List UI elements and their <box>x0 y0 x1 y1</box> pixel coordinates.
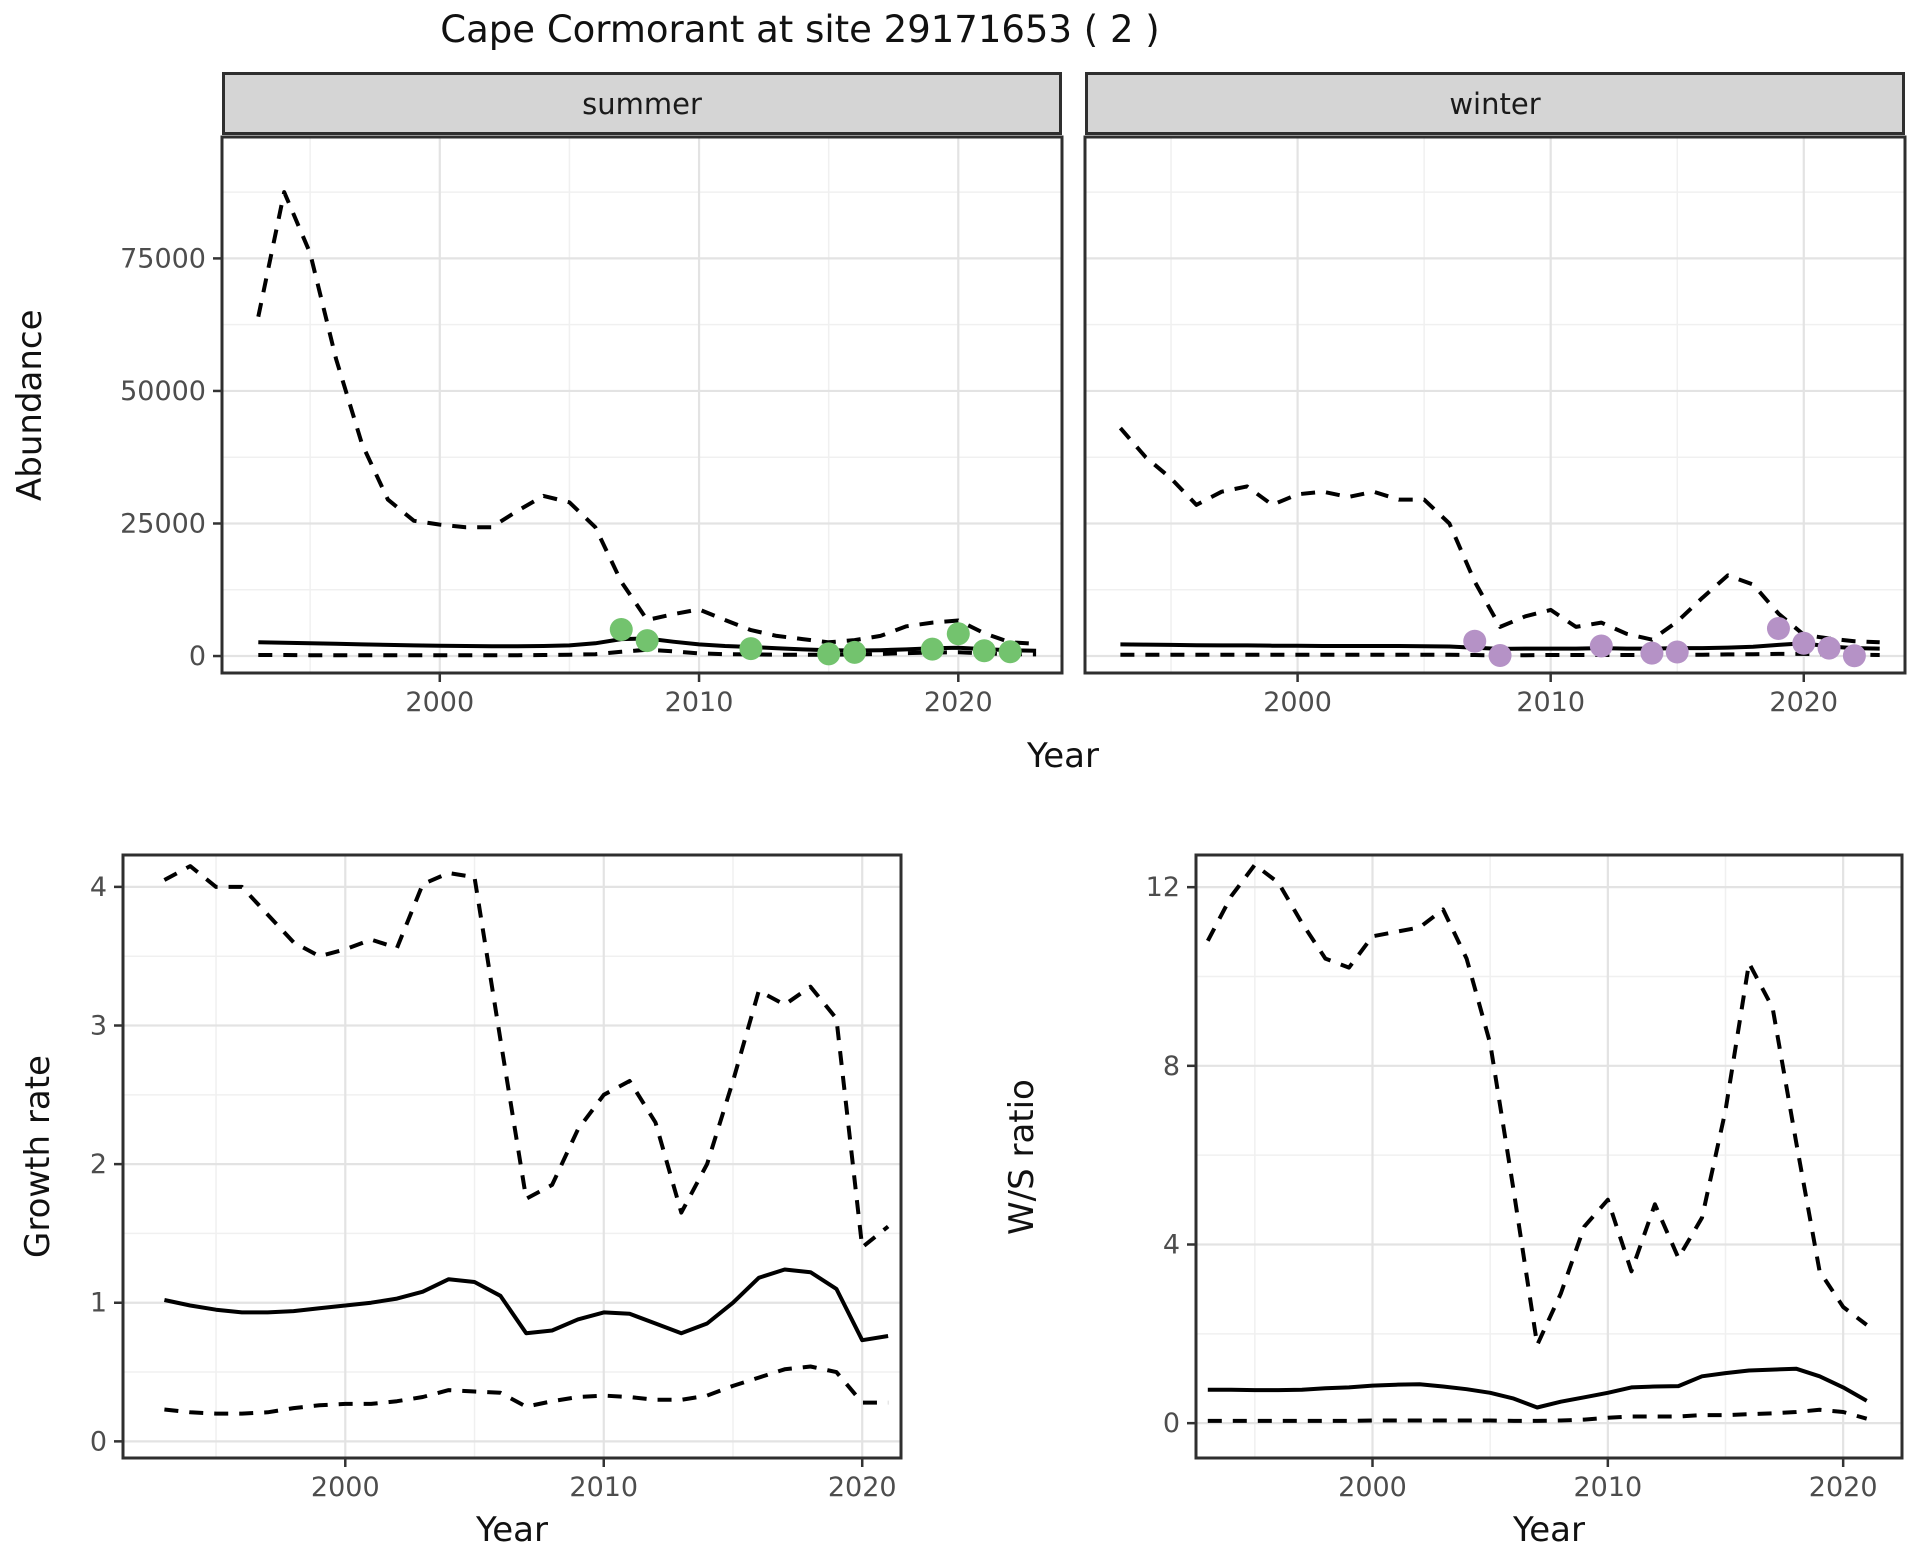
series-lower_ci_dashed <box>258 647 1037 658</box>
x-tick-label: 2010 <box>665 687 734 718</box>
data-point <box>739 637 763 661</box>
series-lines <box>1206 862 1868 1423</box>
data-point <box>1817 636 1841 660</box>
data-point <box>1842 644 1866 668</box>
growth-year-axis-title: Year <box>476 1510 548 1550</box>
axis-ticks: 2000 2010 2020 0 25000 50000 75000 <box>120 243 993 718</box>
x-tick-label: 2020 <box>1769 687 1838 718</box>
growth-rate-axis-title: Growth rate <box>18 1055 58 1259</box>
data-point <box>920 637 944 661</box>
y-tick-label: 12 <box>1146 872 1180 903</box>
data-point <box>843 640 867 664</box>
x-tick-label: 2000 <box>311 1472 380 1503</box>
x-tick-label: 2020 <box>924 687 993 718</box>
y-tick-label: 2 <box>90 1149 107 1180</box>
growth-rate-panel: 2000 2010 2020 0 1 2 3 4 <box>90 853 903 1503</box>
y-tick-label: 8 <box>1163 1051 1180 1082</box>
facet-strip-summer: summer <box>222 72 1062 135</box>
data-point <box>1589 634 1613 658</box>
x-tick-label: 2000 <box>1263 687 1332 718</box>
data-point <box>609 618 633 642</box>
series-median_solid <box>163 1267 889 1343</box>
data-point <box>972 639 996 663</box>
data-point <box>998 640 1022 664</box>
page-title: Cape Cormorant at site 29171653 ( 2 ) <box>440 8 1160 51</box>
ws-year-axis-title: Year <box>1513 1510 1585 1550</box>
y-tick-label: 0 <box>1163 1408 1180 1439</box>
x-tick-label: 2010 <box>1516 687 1585 718</box>
x-tick-label: 2020 <box>1809 1472 1878 1503</box>
abundance-summer-panel: 2000 2010 2020 0 25000 50000 75000 <box>120 135 1064 718</box>
ws-ratio-panel: 2000 2010 2020 0 4 8 12 <box>1146 853 1904 1503</box>
series-lower_ci_dashed <box>1207 1407 1868 1423</box>
y-tick-label: 0 <box>90 1426 107 1457</box>
facet-strip-winter: winter <box>1085 72 1905 135</box>
series-lower_ci_dashed <box>164 1364 889 1416</box>
axis-ticks: 2000 2010 2020 0 4 8 12 <box>1146 872 1878 1503</box>
y-tick-label: 75000 <box>120 243 206 274</box>
data-point <box>1463 629 1487 653</box>
data-point <box>1640 641 1664 665</box>
x-tick-label: 2010 <box>1573 1472 1642 1503</box>
series-upper_ci_dashed <box>163 864 890 1250</box>
gridlines <box>1085 137 1905 673</box>
data-point <box>946 622 970 646</box>
top-year-axis-title: Year <box>1027 736 1099 776</box>
y-tick-label: 1 <box>90 1288 107 1319</box>
data-point <box>635 629 659 653</box>
data-point <box>1792 631 1816 655</box>
series-upper_ci_dashed <box>1206 862 1868 1347</box>
observed-points <box>609 618 1022 666</box>
series-lines <box>163 864 890 1416</box>
axis-ticks: 2000 2010 2020 0 1 2 3 4 <box>90 872 897 1503</box>
data-point <box>1665 640 1689 664</box>
x-tick-label: 2020 <box>828 1472 897 1503</box>
axis-ticks: 2000 2010 2020 <box>1263 673 1838 718</box>
gridlines <box>123 855 901 1458</box>
series-median_solid <box>1207 1366 1868 1410</box>
observed-points <box>1463 616 1866 668</box>
data-point <box>1488 644 1512 668</box>
x-tick-label: 2000 <box>405 687 474 718</box>
series-upper_ci_dashed <box>256 190 1037 646</box>
y-tick-label: 4 <box>90 872 107 903</box>
y-tick-label: 0 <box>189 641 206 672</box>
ws-ratio-axis-title: W/S ratio <box>1002 1079 1042 1235</box>
y-tick-label: 3 <box>90 1011 107 1042</box>
y-tick-label: 50000 <box>120 376 206 407</box>
x-tick-label: 2010 <box>569 1472 638 1503</box>
y-tick-label: 4 <box>1163 1229 1180 1260</box>
data-point <box>817 642 841 666</box>
facet-strip-summer-label: summer <box>582 86 702 121</box>
gridlines <box>1196 855 1902 1458</box>
y-tick-label: 25000 <box>120 508 206 539</box>
data-point <box>1766 616 1790 640</box>
facet-strip-winter-label: winter <box>1449 86 1541 121</box>
abundance-axis-title: Abundance <box>10 309 50 501</box>
series-upper_ci_dashed <box>1118 426 1880 645</box>
x-tick-label: 2000 <box>1338 1472 1407 1503</box>
abundance-winter-panel: 2000 2010 2020 <box>1083 135 1907 718</box>
